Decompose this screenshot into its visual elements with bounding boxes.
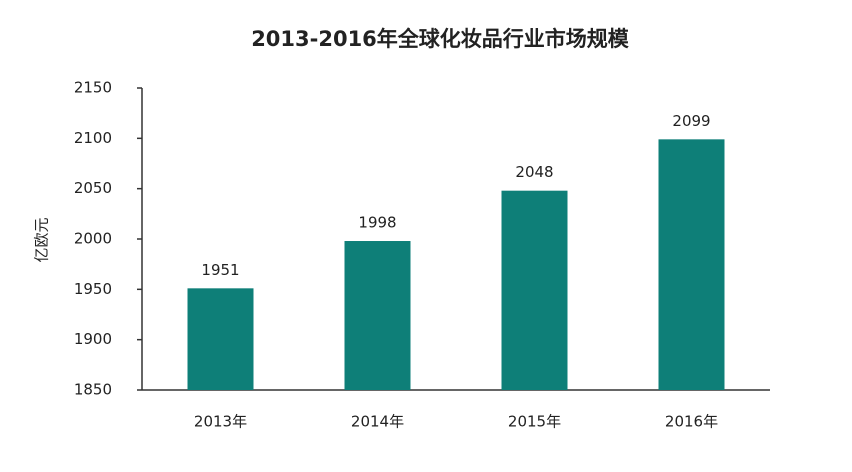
y-tick-label: 2050 [74, 179, 112, 197]
y-tick-label: 2000 [74, 230, 112, 248]
y-tick-label: 2150 [74, 79, 112, 97]
bar [501, 190, 568, 390]
bar [187, 288, 254, 390]
x-tick-label: 2015年 [508, 413, 561, 431]
bar [344, 241, 411, 390]
data-label: 1951 [201, 261, 239, 279]
x-tick-label: 2016年 [665, 413, 718, 431]
x-tick-label: 2014年 [351, 413, 404, 431]
bar [658, 139, 725, 390]
chart-title: 2013-2016年全球化妆品行业市场规模 [251, 27, 630, 51]
y-axis-label: 亿欧元 [33, 217, 51, 262]
y-tick-label: 1900 [74, 330, 112, 348]
y-tick-label: 2100 [74, 129, 112, 147]
data-label: 1998 [358, 214, 396, 232]
data-label: 2048 [515, 163, 553, 181]
x-tick-label: 2013年 [194, 413, 247, 431]
data-label: 2099 [672, 112, 710, 130]
y-tick-label: 1950 [74, 280, 112, 298]
y-tick-label: 1850 [74, 381, 112, 399]
